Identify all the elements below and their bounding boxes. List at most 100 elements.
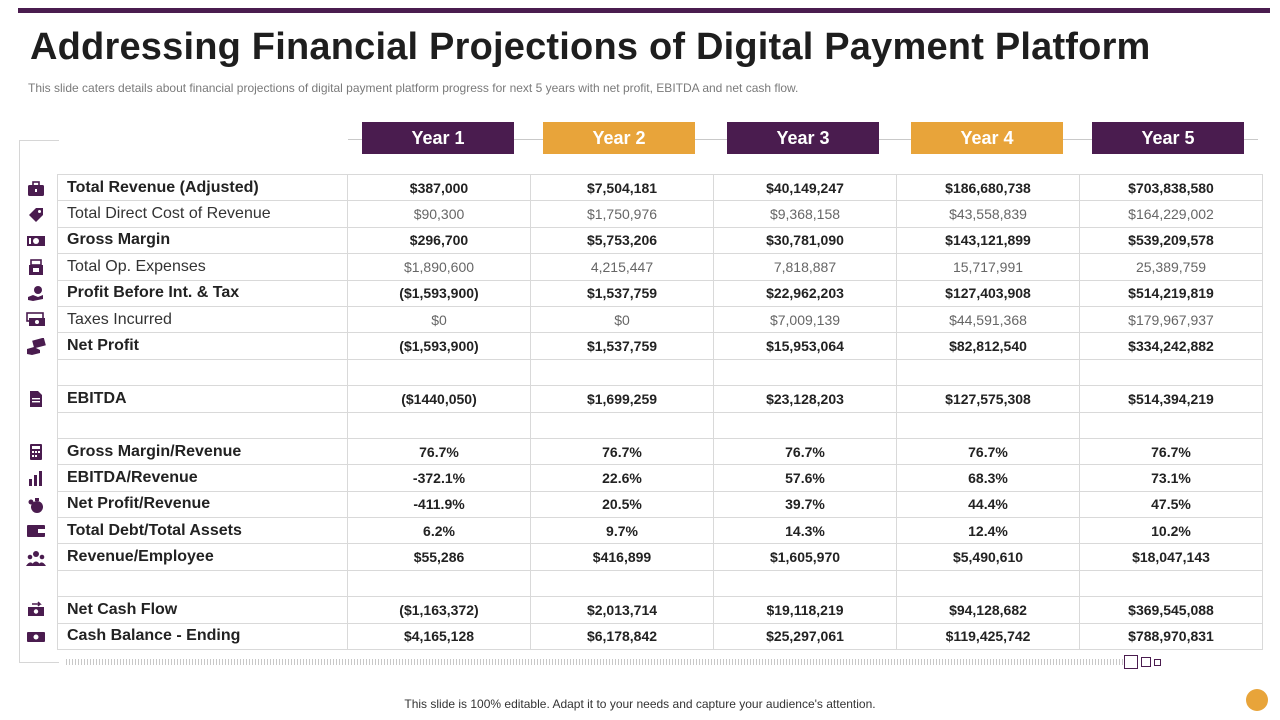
table-spacer-row	[57, 569, 1263, 598]
bar-chart-icon	[24, 466, 48, 490]
table-cell: 39.7%	[713, 490, 897, 519]
table-cell: $0	[530, 305, 714, 334]
year-tab-2: Year 2	[543, 122, 695, 154]
table-spacer-row	[57, 411, 1263, 439]
table-row: Net Cash Flow ($1,163,372) $2,013,714 $1…	[57, 596, 1263, 624]
table-cell: $1,890,600	[347, 253, 531, 281]
table-cell: $703,838,580	[1079, 173, 1263, 202]
table-row: Cash Balance - Ending $4,165,128 $6,178,…	[57, 622, 1263, 651]
register-icon	[24, 256, 48, 280]
table-cell: $179,967,937	[1079, 305, 1263, 334]
bills-icon	[24, 308, 48, 332]
row-label: Profit Before Int. & Tax	[57, 279, 348, 307]
table-row: Total Op. Expenses $1,890,600 4,215,447 …	[57, 253, 1263, 281]
row-label: Net Profit/Revenue	[57, 490, 348, 519]
table-cell: 44.4%	[896, 490, 1080, 519]
table-cell: $2,013,714	[530, 596, 714, 624]
row-label: Taxes Incurred	[57, 305, 348, 334]
table-cell: $43,558,839	[896, 200, 1080, 228]
slider-handle-large	[1124, 655, 1138, 669]
table-cell: 76.7%	[713, 437, 897, 466]
row-label: Total Revenue (Adjusted)	[57, 173, 348, 202]
page-title: Addressing Financial Projections of Digi…	[30, 26, 1151, 68]
cash-stack-icon	[24, 229, 48, 253]
table-cell: $296,700	[347, 226, 531, 255]
row-label: Total Direct Cost of Revenue	[57, 200, 348, 228]
cash-icon	[24, 625, 48, 649]
row-label: Cash Balance - Ending	[57, 622, 348, 651]
slider-handle-medium	[1141, 657, 1151, 667]
table-cell: $44,591,368	[896, 305, 1080, 334]
table-cell: $788,970,831	[1079, 622, 1263, 651]
year-tab-4: Year 4	[911, 122, 1063, 154]
row-label: Net Cash Flow	[57, 596, 348, 624]
table-cell: $127,403,908	[896, 279, 1080, 307]
table-cell: -372.1%	[347, 464, 531, 492]
year-tab-3: Year 3	[727, 122, 879, 154]
table-cell: $164,229,002	[1079, 200, 1263, 228]
table-row: Total Debt/Total Assets 6.2% 9.7% 14.3% …	[57, 517, 1263, 545]
table-cell: $5,490,610	[896, 543, 1080, 571]
orange-dot-icon	[1246, 689, 1268, 711]
table-cell: $143,121,899	[896, 226, 1080, 255]
table-row: Profit Before Int. & Tax ($1,593,900) $1…	[57, 279, 1263, 307]
row-label: EBITDA/Revenue	[57, 464, 348, 492]
table-row: Revenue/Employee $55,286 $416,899 $1,605…	[57, 543, 1263, 571]
table-cell: $1,605,970	[713, 543, 897, 571]
table-cell: ($1440,050)	[347, 385, 531, 413]
year-tab-1: Year 1	[362, 122, 514, 154]
table-frame	[19, 140, 59, 663]
table-row: EBITDA/Revenue -372.1% 22.6% 57.6% 68.3%…	[57, 464, 1263, 492]
table-cell: $15,953,064	[713, 332, 897, 360]
table-cell: $9,368,158	[713, 200, 897, 228]
table-cell: $7,009,139	[713, 305, 897, 334]
payment-hand-icon	[24, 335, 48, 359]
table-cell: $40,149,247	[713, 173, 897, 202]
row-label: Net Profit	[57, 332, 348, 360]
table-cell: 73.1%	[1079, 464, 1263, 492]
table-cell: $19,118,219	[713, 596, 897, 624]
table-cell: $4,165,128	[347, 622, 531, 651]
table-cell: $1,750,976	[530, 200, 714, 228]
table-cell: 12.4%	[896, 517, 1080, 545]
table-cell: $0	[347, 305, 531, 334]
decorative-slider-track	[66, 659, 1126, 665]
row-label: Total Op. Expenses	[57, 253, 348, 281]
table-cell: $90,300	[347, 200, 531, 228]
table-cell: 9.7%	[530, 517, 714, 545]
hand-money-icon	[24, 282, 48, 306]
table-cell: 15,717,991	[896, 253, 1080, 281]
table-cell: $18,047,143	[1079, 543, 1263, 571]
footer-note: This slide is 100% editable. Adapt it to…	[404, 697, 876, 711]
table-cell: 25,389,759	[1079, 253, 1263, 281]
cash-transfer-icon	[24, 598, 48, 622]
table-row: Net Profit/Revenue -411.9% 20.5% 39.7% 4…	[57, 490, 1263, 519]
row-label: Revenue/Employee	[57, 543, 348, 571]
table-row: Total Direct Cost of Revenue $90,300 $1,…	[57, 200, 1263, 228]
table-cell: $369,545,088	[1079, 596, 1263, 624]
table-cell: $186,680,738	[896, 173, 1080, 202]
money-bag-icon	[24, 493, 48, 517]
top-accent-bar	[18, 8, 1270, 13]
table-cell: ($1,593,900)	[347, 279, 531, 307]
table-cell: $514,394,219	[1079, 385, 1263, 413]
table-cell: $539,209,578	[1079, 226, 1263, 255]
table-cell: 76.7%	[347, 437, 531, 466]
year-tab-5: Year 5	[1092, 122, 1244, 154]
table-cell: 76.7%	[896, 437, 1080, 466]
table-row: Total Revenue (Adjusted) $387,000 $7,504…	[57, 173, 1263, 202]
table-cell: 7,818,887	[713, 253, 897, 281]
table-cell: $514,219,819	[1079, 279, 1263, 307]
table-cell: $1,537,759	[530, 332, 714, 360]
table-cell: 68.3%	[896, 464, 1080, 492]
table-cell: 6.2%	[347, 517, 531, 545]
table-cell: $22,962,203	[713, 279, 897, 307]
table-cell: 76.7%	[530, 437, 714, 466]
table-cell: 10.2%	[1079, 517, 1263, 545]
row-label: Gross Margin	[57, 226, 348, 255]
wallet-icon	[24, 519, 48, 543]
table-cell: 4,215,447	[530, 253, 714, 281]
table-cell: $25,297,061	[713, 622, 897, 651]
table-cell: 14.3%	[713, 517, 897, 545]
calculator-icon	[24, 440, 48, 464]
